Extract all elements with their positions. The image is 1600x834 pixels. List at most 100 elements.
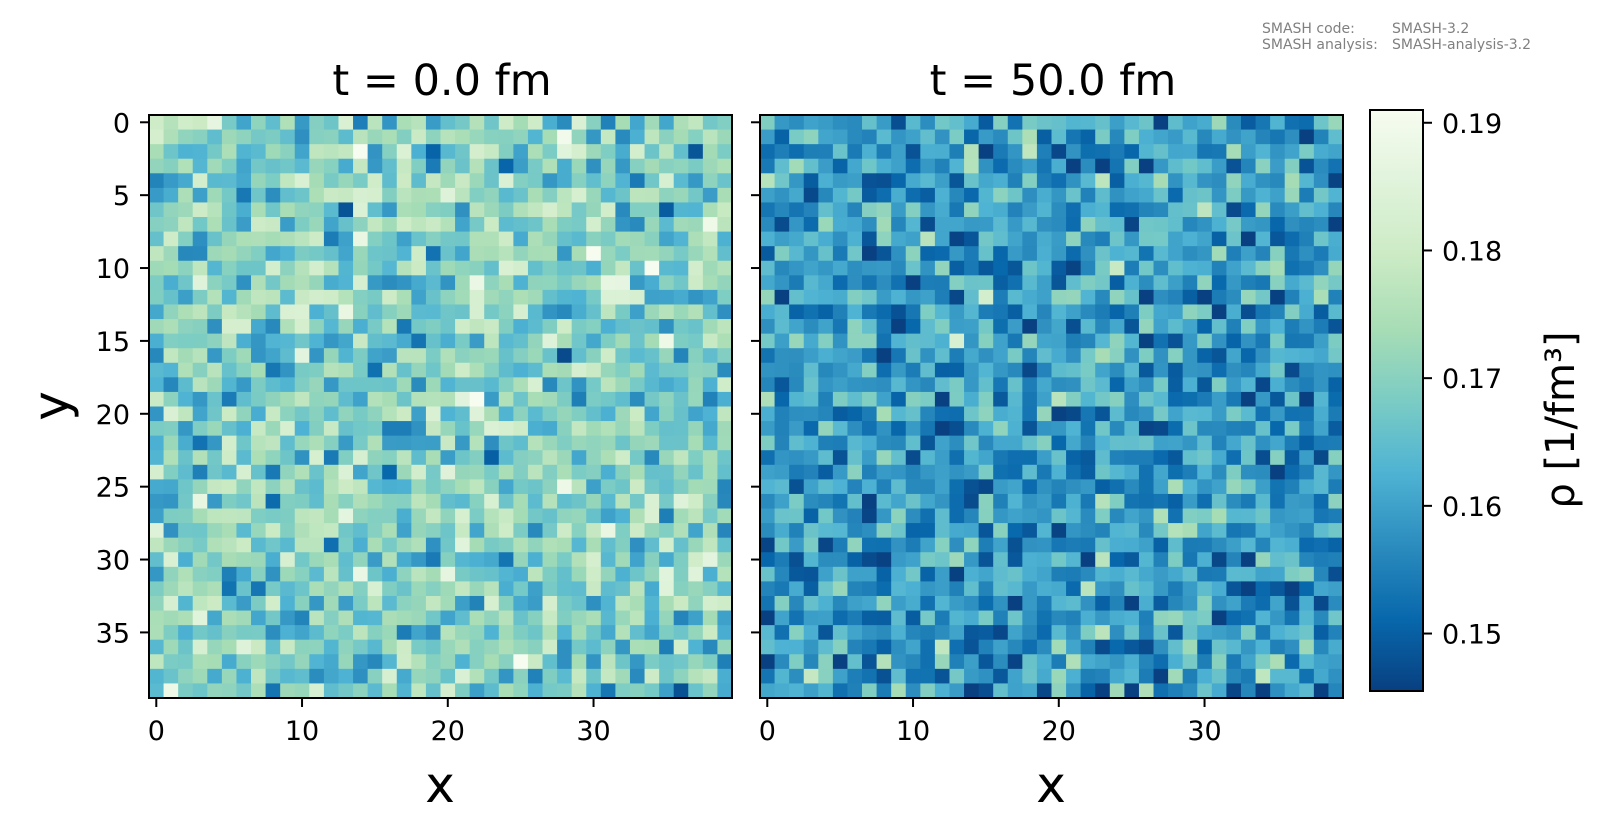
heatmap-cell <box>1066 260 1082 276</box>
heatmap-cell <box>1328 129 1344 145</box>
heatmap-cell <box>425 566 442 582</box>
heatmap-cell <box>1022 187 1038 204</box>
heatmap-cell <box>789 187 805 204</box>
heatmap-cell <box>760 450 776 466</box>
heatmap-cell <box>993 566 1009 582</box>
heatmap-cell <box>498 435 514 451</box>
heatmap-cell <box>644 537 660 553</box>
heatmap-cell <box>920 275 936 291</box>
heatmap-cell <box>832 231 849 247</box>
heatmap-cell <box>1095 231 1111 247</box>
heatmap-cell <box>571 464 587 480</box>
heatmap-cell <box>1153 552 1169 568</box>
heatmap-cell <box>1007 566 1023 582</box>
heatmap-cell <box>862 610 878 626</box>
heatmap-cell <box>1328 479 1344 495</box>
heatmap-cell <box>178 246 194 262</box>
heatmap-cell <box>338 464 354 480</box>
heatmap-cell <box>862 173 878 189</box>
heatmap-cell <box>353 406 369 422</box>
y-tick-label: 35 <box>96 618 130 649</box>
heatmap-cell <box>1007 523 1023 539</box>
heatmap-cell <box>949 654 965 670</box>
heatmap-cell <box>178 144 194 160</box>
heatmap-cell <box>891 654 907 670</box>
heatmap-cell <box>629 552 646 568</box>
y-tick-label: 5 <box>113 181 130 212</box>
heatmap-cell <box>1124 158 1140 174</box>
heatmap-cell <box>1168 493 1184 510</box>
heatmap-cell <box>760 581 776 597</box>
heatmap-cell <box>891 333 907 349</box>
heatmap-cell <box>832 129 849 145</box>
heatmap-cell <box>163 246 179 262</box>
heatmap-cell <box>832 391 849 408</box>
heatmap-cell <box>629 319 646 335</box>
heatmap-cell <box>1255 552 1271 568</box>
heatmap-cell <box>1313 639 1330 655</box>
heatmap-cell <box>149 566 165 582</box>
heatmap-cell <box>382 552 398 568</box>
heatmap-cell <box>905 421 921 437</box>
heatmap-cell <box>396 319 412 335</box>
heatmap-cell <box>1095 348 1111 364</box>
heatmap-cell <box>163 639 179 655</box>
heatmap-cell <box>469 158 485 174</box>
heatmap-cell <box>615 552 631 568</box>
heatmap-cell <box>600 144 616 160</box>
heatmap-cell <box>542 479 558 495</box>
heatmap-cell <box>847 479 863 495</box>
heatmap-cell <box>978 333 994 349</box>
heatmap-cell <box>396 173 412 189</box>
heatmap-cell <box>964 537 980 553</box>
heatmap-cell <box>527 654 544 670</box>
heatmap-cell <box>1109 523 1125 539</box>
heatmap-cell <box>221 348 238 364</box>
heatmap-cell <box>192 319 208 335</box>
heatmap-cell <box>1328 377 1344 393</box>
heatmap-cell <box>149 450 165 466</box>
heatmap-cell <box>1211 304 1227 320</box>
heatmap-cell <box>760 552 776 568</box>
heatmap-cell <box>702 479 719 495</box>
heatmap-cell <box>149 187 165 204</box>
heatmap-cell <box>1328 144 1344 160</box>
heatmap-cell <box>1051 581 1067 597</box>
heatmap-cell <box>557 333 573 349</box>
heatmap-cell <box>236 333 252 349</box>
heatmap-cell <box>1328 421 1344 437</box>
heatmap-cell <box>993 289 1009 306</box>
heatmap-cell <box>862 333 878 349</box>
heatmap-cell <box>396 275 412 291</box>
heatmap-cell <box>644 508 660 524</box>
heatmap-cell <box>818 289 834 306</box>
heatmap-cell <box>1299 348 1315 364</box>
heatmap-cell <box>425 348 442 364</box>
heatmap-cell <box>382 450 398 466</box>
heatmap-cell <box>586 610 602 626</box>
heatmap-cell <box>717 391 733 408</box>
heatmap-cell <box>513 654 529 670</box>
heatmap-cell <box>1255 217 1271 233</box>
heatmap-cell <box>964 450 980 466</box>
heatmap-cell <box>1299 202 1315 218</box>
heatmap-cell <box>1051 625 1067 641</box>
heatmap-cell <box>774 668 790 685</box>
heatmap-cell <box>717 654 733 670</box>
heatmap-cell <box>469 231 485 247</box>
heatmap-cell <box>149 625 165 641</box>
heatmap-cell <box>1080 275 1096 291</box>
heatmap-cell <box>1138 625 1155 641</box>
heatmap-cell <box>484 668 500 685</box>
heatmap-cell <box>469 348 485 364</box>
heatmap-cell <box>1168 464 1184 480</box>
heatmap-cell <box>498 231 514 247</box>
heatmap-cell <box>1226 566 1242 582</box>
heatmap-cell <box>396 304 412 320</box>
heatmap-cell <box>542 523 558 539</box>
heatmap-cell <box>557 595 573 612</box>
heatmap-cell <box>178 289 194 306</box>
heatmap-cell <box>876 319 892 335</box>
heatmap-cell <box>993 217 1009 233</box>
heatmap-cell <box>1197 479 1213 495</box>
